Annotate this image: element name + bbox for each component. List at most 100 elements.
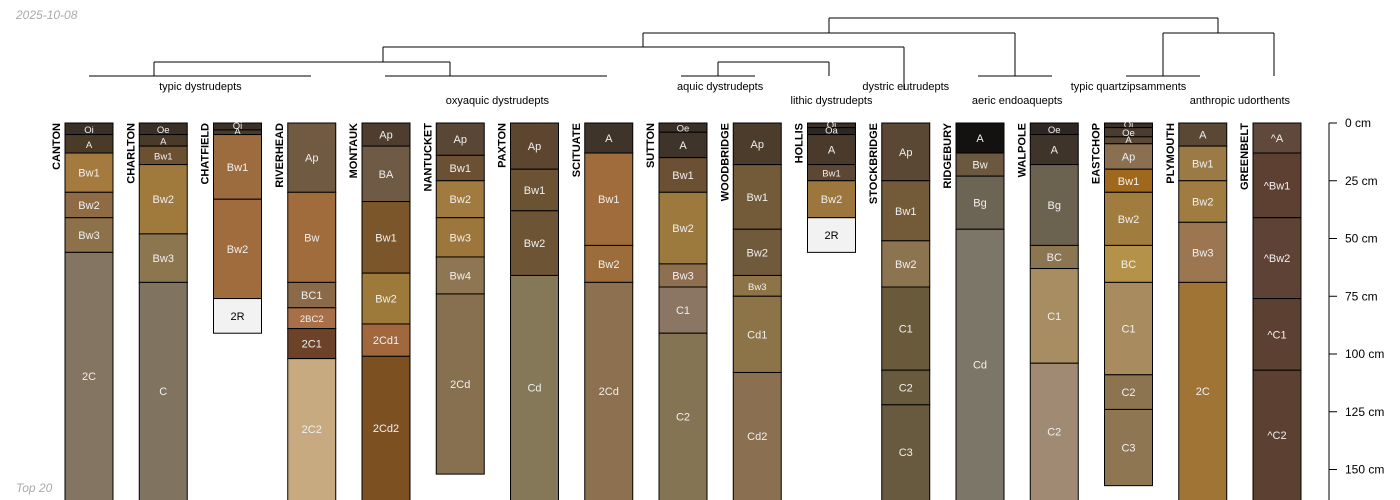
group-label-typic-dystrudepts: typic dystrudepts: [159, 81, 242, 93]
profile-name: SCITUATE: [571, 123, 583, 177]
group-label-lithic-dystrudepts: lithic dystrudepts: [791, 95, 873, 107]
horizon-label: Ap: [454, 134, 467, 146]
horizon-2r: [807, 217, 856, 253]
horizon-label: C2: [1047, 426, 1061, 438]
profile-name: SUTTON: [645, 123, 657, 168]
horizon-label: A: [605, 133, 613, 145]
horizon-label: Bw: [304, 232, 319, 244]
horizon-label: Bw1: [672, 170, 693, 182]
profiles: Oi A Bw1 Bw2 Bw3 2C CANTON Oe A Bw1 Bw2 Bw3 C CHARLTO…: [51, 120, 1302, 500]
horizon-c1: [658, 286, 708, 334]
horizon-a: [584, 122, 634, 154]
horizon-label: Cd2: [747, 431, 767, 443]
horizon-bw2: [584, 244, 634, 283]
horizon-label: C3: [1121, 443, 1135, 455]
horizon-c1: [1252, 298, 1302, 371]
profile-woodbridge: Ap Bw1 Bw2 Bw3 Cd1 Cd2 WOODBRIDGE: [719, 122, 782, 500]
profile-scituate: A Bw1 Bw2 2Cd SCITUATE: [571, 122, 634, 500]
profile-name: CANTON: [51, 123, 63, 170]
horizon-bw2: [1252, 217, 1302, 300]
profile-name: PLYMOUTH: [1165, 123, 1177, 184]
horizon-label: C2: [676, 411, 690, 423]
horizon-bw2: [435, 180, 485, 219]
horizon-label: BC: [1121, 259, 1136, 271]
profile-ridgebury: A Bw Bg Cd RIDGEBURY: [942, 122, 1005, 500]
profile-nantucket: Ap Bw1 Bw2 Bw3 Bw4 2Cd NANTUCKET: [422, 122, 485, 475]
profile-plymouth: A Bw1 Bw2 Bw3 2C PLYMOUTH: [1165, 122, 1228, 500]
horizon-label: Bw2: [227, 244, 248, 256]
horizon-bw3: [64, 217, 114, 253]
profile-charlton: OeA Bw1 Bw2 Bw3 C CHARLTON: [125, 122, 188, 500]
horizon-bw2: [361, 272, 411, 325]
horizon-label: Bw2: [821, 194, 842, 206]
horizon-label: Bw3: [748, 282, 766, 293]
horizon-2cd: [584, 281, 634, 500]
horizon-2c: [1178, 281, 1228, 500]
horizon-bg: [955, 175, 1005, 230]
horizon-label: Bw2: [1118, 214, 1139, 226]
horizon-bw1: [1178, 145, 1228, 182]
horizon-label: C: [159, 386, 167, 398]
horizon-label: Ap: [528, 141, 541, 153]
horizon-label: Oe: [1122, 128, 1135, 139]
horizon-bw2: [213, 198, 262, 300]
horizon-ap: [510, 122, 559, 170]
horizon-c2: [1252, 369, 1302, 500]
horizon-label: ^Bw2: [1264, 253, 1291, 265]
horizon-label: Bw1: [227, 162, 248, 174]
horizon-label: BC1: [301, 290, 322, 302]
horizon-label: Cd: [527, 382, 541, 394]
horizon-label: A: [234, 127, 241, 138]
profile-name: STOCKBRIDGE: [868, 123, 880, 204]
horizon-label: 2C: [82, 371, 96, 383]
horizon-label: Bw3: [1192, 247, 1213, 259]
profile-name: WALPOLE: [1016, 123, 1028, 177]
depth-tick-label: 50 cm: [1345, 232, 1378, 246]
horizon-ap: [287, 122, 337, 193]
horizon-label: Bw3: [153, 253, 174, 265]
horizon-2cd2: [361, 355, 411, 500]
horizon-label: Bw2: [672, 223, 693, 235]
profile-name: HOLLIS: [794, 123, 806, 163]
horizon-label: Cd: [973, 359, 987, 371]
horizon-label: Oi: [84, 125, 94, 136]
profile-name: RIVERHEAD: [274, 123, 286, 188]
horizon-label: Bw2: [78, 200, 99, 212]
horizon-label: A: [86, 140, 93, 151]
horizon-label: BA: [379, 169, 394, 181]
profile-name: EASTCHOP: [1091, 123, 1103, 184]
horizon-label: Bw1: [450, 163, 471, 175]
horizon-a: [955, 122, 1005, 154]
horizon-label: Bw2: [450, 194, 471, 206]
horizon-bw2: [732, 228, 782, 276]
horizon-label: 2Cd: [450, 379, 470, 391]
horizon-label: A: [679, 140, 687, 152]
profile-greenbelt: ^A ^Bw1 ^Bw2 ^C1 ^C2 GREENBELT: [1239, 122, 1302, 500]
horizon-label: C1: [1047, 311, 1061, 323]
profile-name: MONTAUK: [348, 123, 360, 178]
horizon-label: 2Cd1: [373, 335, 399, 347]
horizon-2c2: [287, 358, 337, 500]
depth-tick-label: 100 cm: [1345, 347, 1384, 361]
profile-name: CHARLTON: [125, 123, 137, 184]
horizon-bw3: [138, 233, 188, 283]
horizon-label: Oa: [825, 126, 838, 137]
horizon-bw3: [1178, 221, 1228, 283]
horizon-label: Bw1: [1118, 176, 1139, 188]
profile-sutton: Oe A Bw1 Bw2 Bw3 C1 C2 SUTTON: [645, 122, 708, 500]
horizon-c1: [1029, 268, 1079, 364]
group-label-aquic-dystrudepts: aquic dystrudepts: [677, 81, 764, 93]
horizon-label: Bw2: [524, 238, 545, 250]
horizon-label: BC: [1047, 252, 1062, 264]
horizon-label: Oi: [1124, 120, 1134, 131]
horizon-label: Bw3: [78, 230, 99, 242]
profile-riverhead: Ap Bw BC1 2BC2 2C1 2C2 RIVERHEAD: [274, 122, 337, 500]
horizon-label: C1: [899, 324, 913, 336]
profile-name: RIDGEBURY: [942, 122, 954, 188]
horizon-label: Ap: [899, 147, 912, 159]
depth-tick-label: 125 cm: [1345, 405, 1384, 419]
horizon-bw1: [658, 157, 708, 193]
